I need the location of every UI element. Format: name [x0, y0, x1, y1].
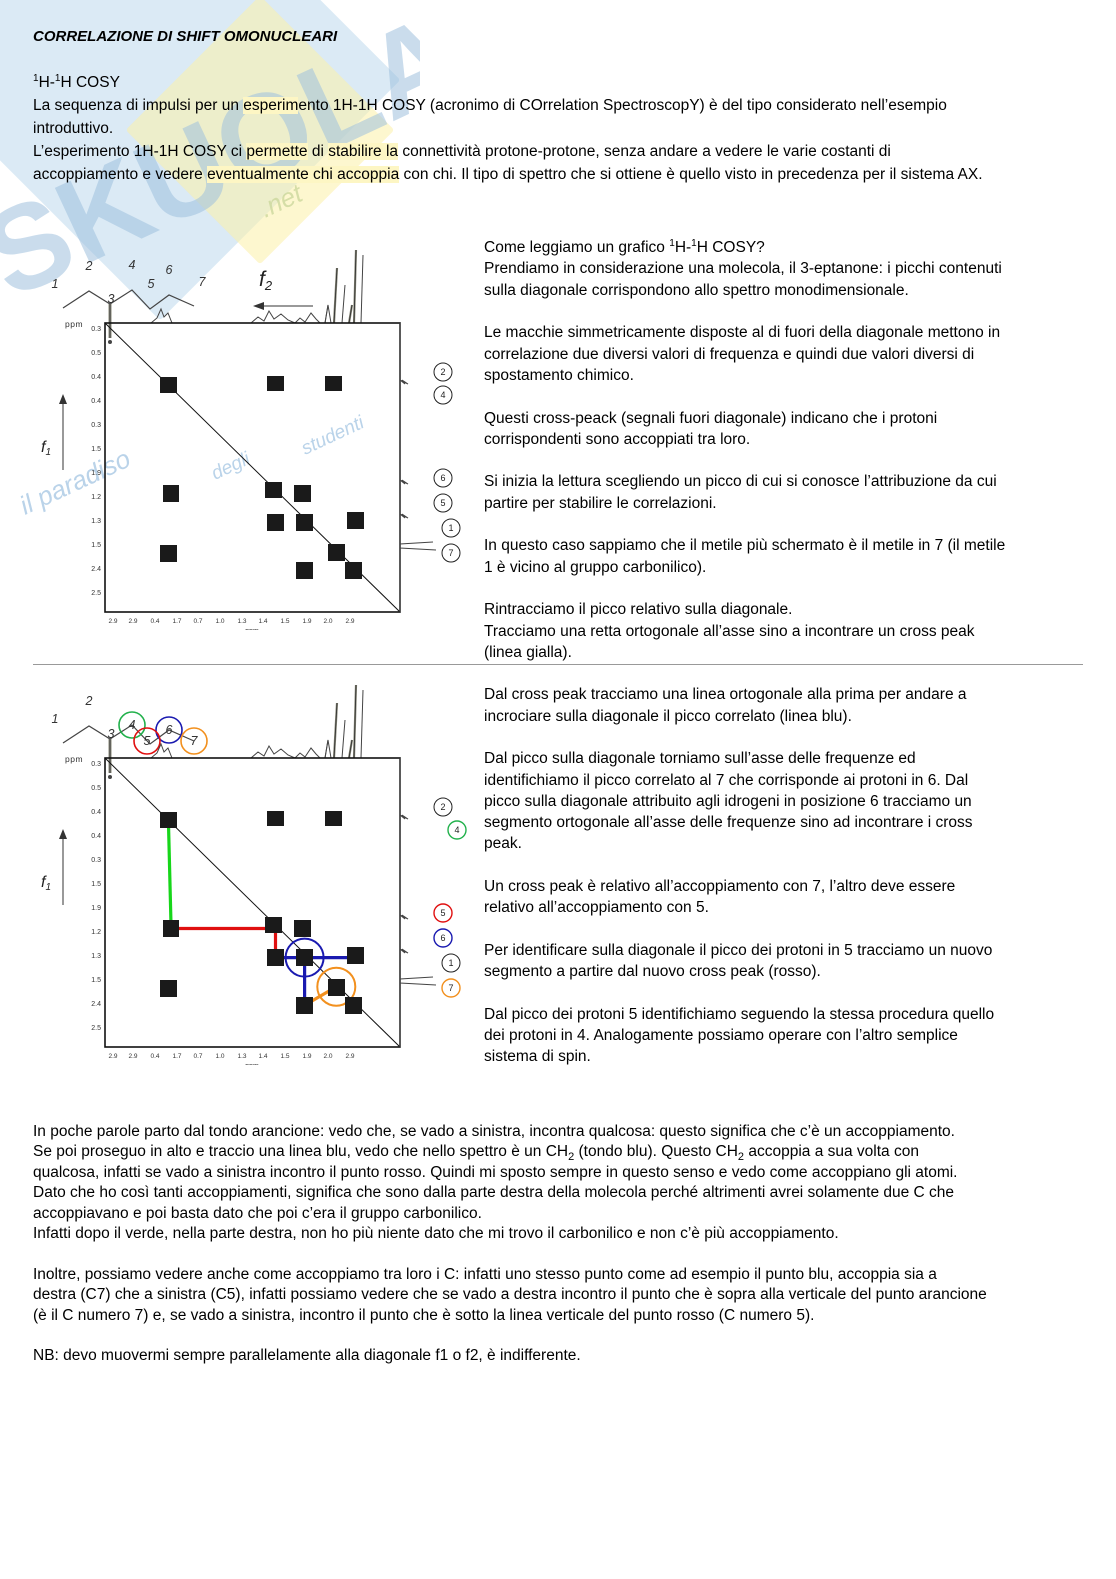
svg-text:2.9: 2.9 — [108, 1053, 117, 1060]
svg-text:1.7: 1.7 — [172, 1053, 181, 1060]
svg-text:7: 7 — [199, 275, 207, 289]
svg-text:7: 7 — [448, 983, 453, 993]
svg-text:2.9: 2.9 — [128, 618, 137, 625]
svg-text:2.0: 2.0 — [323, 1053, 332, 1060]
svg-text:1.5: 1.5 — [91, 542, 101, 549]
svg-text:2.9: 2.9 — [345, 1053, 354, 1060]
svg-text:7: 7 — [448, 548, 453, 558]
svg-text:2.9: 2.9 — [128, 1053, 137, 1060]
svg-text:2: 2 — [440, 802, 445, 812]
svg-text:7: 7 — [191, 734, 199, 748]
svg-text:2: 2 — [440, 367, 445, 377]
svg-text:2.4: 2.4 — [91, 1001, 101, 1008]
svg-text:1.9: 1.9 — [91, 470, 101, 477]
svg-text:0.7: 0.7 — [193, 1053, 202, 1060]
svg-text:0.3: 0.3 — [91, 422, 101, 429]
svg-text:4: 4 — [440, 390, 445, 400]
svg-text:4: 4 — [129, 258, 136, 272]
svg-text:1.4: 1.4 — [258, 1053, 267, 1060]
svg-text:2.0: 2.0 — [323, 618, 332, 625]
svg-text:2.5: 2.5 — [91, 590, 101, 597]
svg-text:5: 5 — [440, 908, 445, 918]
svg-text:1.5: 1.5 — [280, 618, 289, 625]
svg-text:ppm: ppm — [65, 319, 83, 329]
svg-text:0.7: 0.7 — [193, 618, 202, 625]
svg-text:5: 5 — [440, 498, 445, 508]
svg-text:1: 1 — [52, 277, 59, 291]
svg-text:2: 2 — [85, 694, 93, 708]
svg-text:f2: f2 — [259, 268, 273, 293]
svg-text:6: 6 — [440, 933, 445, 943]
svg-text:4: 4 — [129, 718, 136, 732]
svg-text:1.5: 1.5 — [91, 881, 101, 888]
svg-text:0.3: 0.3 — [91, 857, 101, 864]
svg-text:1.3: 1.3 — [91, 953, 101, 960]
svg-text:1: 1 — [448, 958, 453, 968]
svg-text:1.5: 1.5 — [91, 446, 101, 453]
svg-text:1: 1 — [52, 712, 59, 726]
svg-text:2: 2 — [85, 259, 93, 273]
svg-text:1.9: 1.9 — [302, 618, 311, 625]
svg-text:0.3: 0.3 — [91, 326, 101, 333]
svg-text:2.5: 2.5 — [91, 1025, 101, 1032]
svg-text:3: 3 — [108, 727, 115, 741]
svg-text:6: 6 — [166, 723, 173, 737]
svg-text:1.0: 1.0 — [215, 1053, 224, 1060]
svg-text:6: 6 — [440, 473, 445, 483]
svg-text:3: 3 — [108, 292, 115, 306]
svg-text:0.4: 0.4 — [91, 374, 101, 381]
svg-text:1.9: 1.9 — [91, 905, 101, 912]
svg-text:0.4: 0.4 — [91, 833, 101, 840]
svg-text:2.4: 2.4 — [91, 566, 101, 573]
svg-text:ppm: ppm — [65, 754, 83, 764]
svg-text:1.2: 1.2 — [91, 494, 101, 501]
svg-text:1.9: 1.9 — [302, 1053, 311, 1060]
svg-text:4: 4 — [454, 825, 459, 835]
svg-text:5: 5 — [148, 277, 155, 291]
svg-text:6: 6 — [166, 263, 173, 277]
svg-text:0.4: 0.4 — [91, 809, 101, 816]
svg-text:0.3: 0.3 — [91, 761, 101, 768]
svg-text:0.4: 0.4 — [150, 618, 159, 625]
svg-text:2.9: 2.9 — [108, 618, 117, 625]
svg-text:1.3: 1.3 — [91, 518, 101, 525]
svg-text:1.2: 1.2 — [91, 929, 101, 936]
svg-text:ppm: ppm — [245, 1063, 259, 1065]
svg-text:1.4: 1.4 — [258, 618, 267, 625]
svg-text:1.3: 1.3 — [237, 618, 246, 625]
svg-text:1.7: 1.7 — [172, 618, 181, 625]
svg-text:0.4: 0.4 — [91, 398, 101, 405]
svg-text:ppm: ppm — [245, 628, 259, 630]
svg-text:5: 5 — [144, 734, 151, 748]
svg-text:2.9: 2.9 — [345, 618, 354, 625]
svg-text:0.5: 0.5 — [91, 350, 101, 357]
svg-text:f1: f1 — [41, 874, 51, 893]
svg-text:1: 1 — [448, 523, 453, 533]
svg-text:f1: f1 — [41, 439, 51, 458]
svg-text:0.5: 0.5 — [91, 785, 101, 792]
svg-text:1.5: 1.5 — [280, 1053, 289, 1060]
svg-text:1.3: 1.3 — [237, 1053, 246, 1060]
svg-text:1.0: 1.0 — [215, 618, 224, 625]
svg-text:0.4: 0.4 — [150, 1053, 159, 1060]
svg-text:1.5: 1.5 — [91, 977, 101, 984]
